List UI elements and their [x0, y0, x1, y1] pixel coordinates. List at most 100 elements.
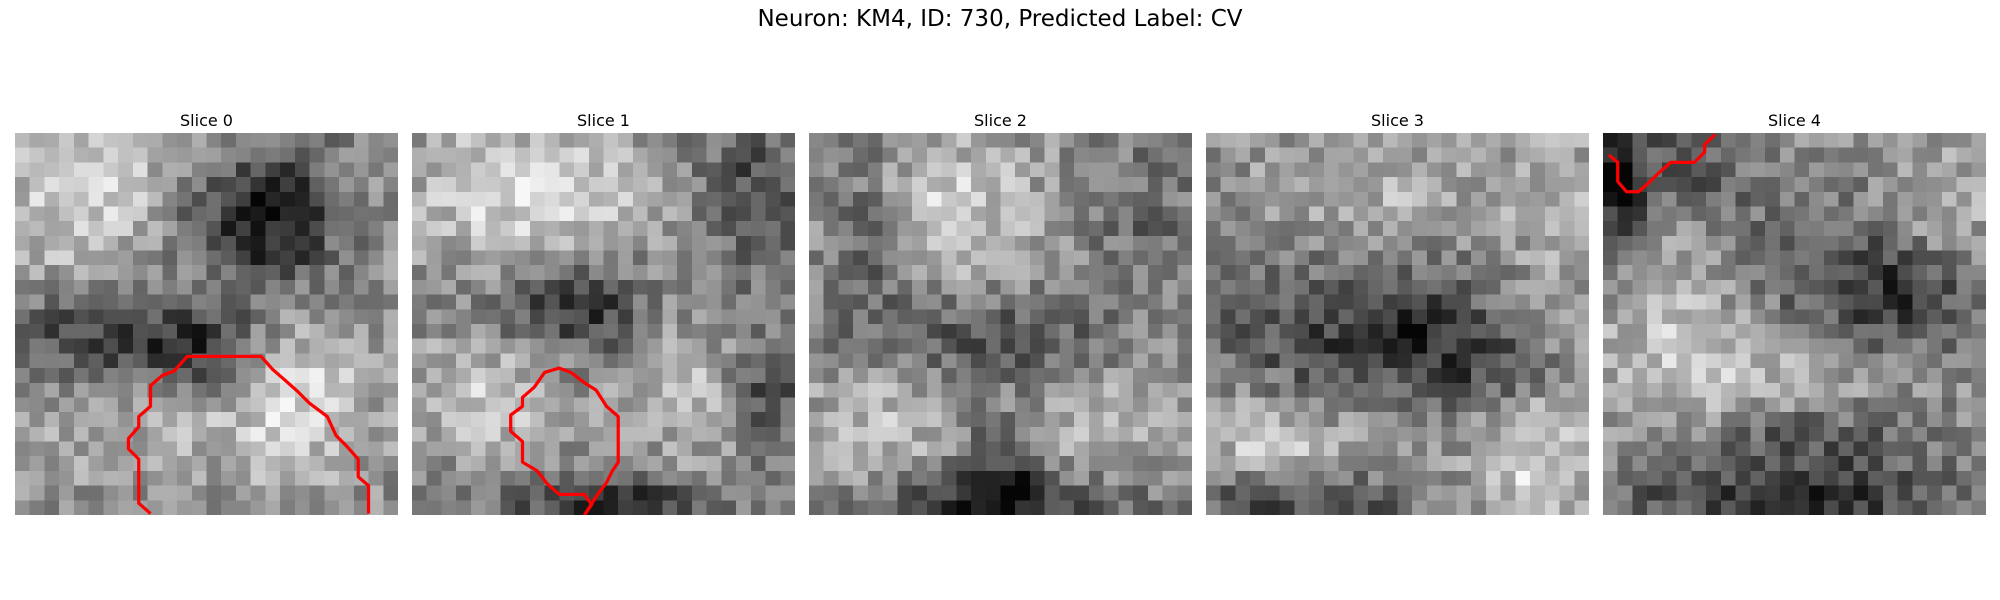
image-pixel [383, 162, 398, 178]
image-pixel [1794, 206, 1810, 222]
image-pixel [1059, 294, 1075, 310]
image-pixel [1485, 206, 1501, 222]
image-pixel [132, 294, 148, 310]
image-pixel [1574, 338, 1589, 354]
image-pixel [1044, 397, 1060, 413]
image-pixel [736, 162, 752, 178]
image-pixel [1720, 279, 1736, 295]
image-pixel [1897, 294, 1913, 310]
image-pixel [1603, 294, 1619, 310]
image-pixel [1868, 235, 1884, 251]
image-pixel [1426, 426, 1442, 442]
image-pixel [971, 279, 987, 295]
image-pixel [647, 382, 663, 398]
image-pixel [426, 279, 442, 295]
image-pixel [1250, 456, 1266, 472]
image-pixel [544, 133, 560, 148]
image-pixel [1882, 162, 1898, 178]
image-pixel [177, 426, 193, 442]
image-pixel [1779, 426, 1795, 442]
image-pixel [426, 221, 442, 237]
image-pixel [1956, 294, 1972, 310]
image-pixel [353, 294, 369, 310]
image-pixel [1853, 500, 1869, 515]
image-pixel [485, 309, 501, 325]
image-pixel [221, 147, 237, 163]
image-pixel [912, 206, 928, 222]
image-pixel [1264, 309, 1280, 325]
image-pixel [588, 470, 604, 486]
image-pixel [1162, 162, 1178, 178]
image-pixel [529, 309, 545, 325]
image-pixel [73, 353, 89, 369]
image-pixel [1691, 279, 1707, 295]
image-pixel [1250, 368, 1266, 384]
image-pixel [1059, 470, 1075, 486]
image-pixel [147, 338, 163, 354]
image-pixel [1206, 353, 1222, 369]
image-pixel [1000, 309, 1016, 325]
image-pixel [309, 353, 325, 369]
image-pixel [662, 412, 678, 428]
image-pixel [691, 426, 707, 442]
image-pixel [132, 338, 148, 354]
image-pixel [559, 470, 575, 486]
image-pixel [662, 382, 678, 398]
image-pixel [353, 279, 369, 295]
image-pixel [750, 294, 766, 310]
image-pixel [662, 191, 678, 207]
image-pixel [1559, 382, 1575, 398]
image-pixel [588, 353, 604, 369]
image-pixel [383, 338, 398, 354]
image-pixel [529, 235, 545, 251]
image-pixel [882, 177, 898, 193]
image-pixel [618, 470, 634, 486]
image-pixel [1353, 133, 1369, 148]
image-pixel [1206, 235, 1222, 251]
image-pixel [1029, 368, 1045, 384]
image-pixel [1294, 191, 1310, 207]
image-pixel [574, 221, 590, 237]
image-pixel [29, 500, 45, 515]
image-pixel [1133, 353, 1149, 369]
image-pixel [1220, 221, 1236, 237]
image-pixel [1456, 397, 1472, 413]
image-pixel [1118, 221, 1134, 237]
image-pixel [1323, 397, 1339, 413]
image-pixel [1441, 324, 1457, 339]
image-pixel [941, 191, 957, 207]
image-pixel [750, 324, 766, 339]
image-pixel [809, 470, 825, 486]
image-pixel [1779, 250, 1795, 266]
image-pixel [1956, 265, 1972, 281]
image-pixel [1500, 500, 1516, 515]
image-pixel [29, 324, 45, 339]
image-pixel [1617, 250, 1633, 266]
image-pixel [1000, 485, 1016, 501]
image-pixel [309, 338, 325, 354]
image-pixel [1809, 441, 1825, 457]
image-pixel [324, 294, 340, 310]
image-pixel [941, 426, 957, 442]
image-pixel [59, 397, 75, 413]
image-pixel [1515, 441, 1531, 457]
image-pixel [544, 456, 560, 472]
image-pixel [1691, 265, 1707, 281]
image-pixel [1500, 485, 1516, 501]
image-pixel [177, 368, 193, 384]
image-pixel [191, 500, 207, 515]
image-pixel [162, 441, 178, 457]
image-pixel [618, 221, 634, 237]
image-pixel [1750, 500, 1766, 515]
image-pixel [1382, 279, 1398, 295]
image-pixel [1632, 309, 1648, 325]
image-pixel [1971, 412, 1986, 428]
image-pixel [1574, 235, 1589, 251]
image-pixel [15, 397, 31, 413]
image-pixel [1912, 294, 1928, 310]
image-pixel [1617, 353, 1633, 369]
image-pixel [574, 133, 590, 148]
image-pixel [1735, 235, 1751, 251]
image-pixel [1264, 382, 1280, 398]
image-pixel [1691, 426, 1707, 442]
